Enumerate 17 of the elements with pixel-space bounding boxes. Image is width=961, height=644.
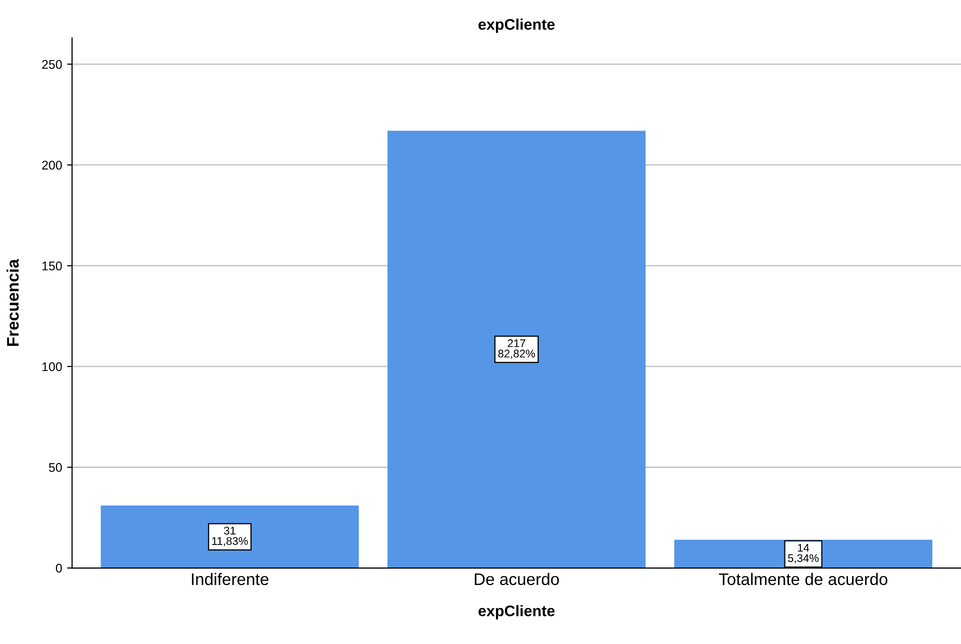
x-axis-title: expCliente [478, 605, 555, 620]
data-label: 14 5,34% [788, 544, 819, 564]
x-tick-label: De acuerdo [474, 572, 559, 586]
y-tick-label: 200 [42, 160, 62, 170]
y-tick-label: 0 [56, 564, 62, 573]
y-tick-label: 50 [48, 463, 62, 472]
data-label: 217 82,82% [498, 339, 535, 359]
y-tick-label: 250 [42, 60, 62, 69]
x-tick-label: Totalmente de acuerdo [718, 572, 888, 586]
bar [388, 130, 646, 568]
bar [100, 506, 359, 568]
x-tick-label: Indiferente [192, 572, 268, 586]
data-label: 31 11,83% [212, 526, 248, 546]
chart-title: expCliente [478, 18, 555, 33]
y-tick-label: 100 [42, 362, 62, 372]
y-axis-title: Frecuencia [6, 258, 19, 346]
y-tick-label: 150 [42, 262, 62, 270]
